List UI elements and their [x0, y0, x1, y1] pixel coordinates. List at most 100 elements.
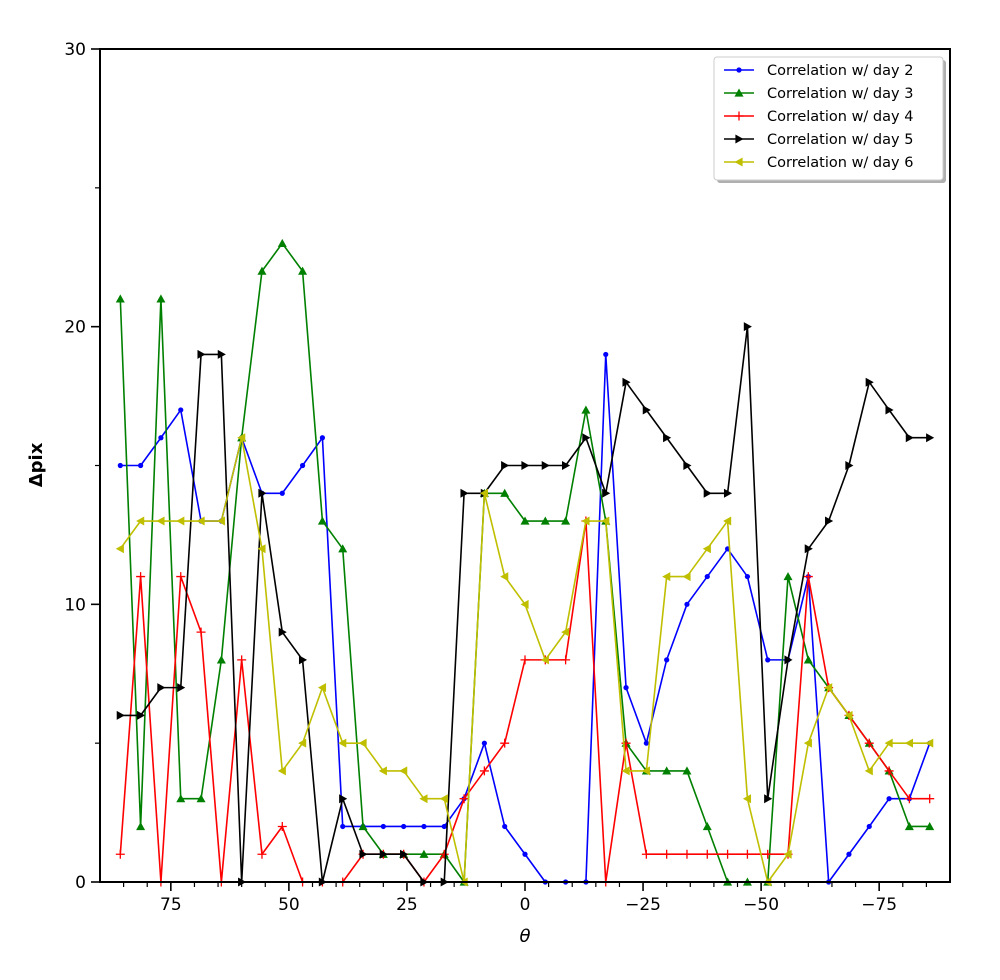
data-point: [803, 738, 812, 748]
data-point: [399, 766, 408, 776]
data-point: [664, 657, 670, 663]
data-point: [561, 516, 571, 525]
data-point: [138, 462, 144, 469]
series-1: [117, 351, 933, 885]
data-point: [765, 657, 771, 663]
x-tick-label: 75: [160, 895, 182, 915]
data-point: [500, 738, 510, 748]
data-point: [177, 683, 186, 693]
data-point: [905, 433, 914, 443]
data-point: [521, 461, 530, 470]
data-point: [622, 377, 631, 387]
data-point: [479, 766, 489, 776]
data-point: [925, 794, 935, 804]
data-point: [116, 710, 125, 720]
x-tick-label: 25: [396, 895, 418, 915]
data-point: [298, 738, 307, 748]
data-point: [763, 849, 773, 859]
y-tick-label: 30: [64, 40, 86, 60]
data-point: [744, 573, 751, 580]
data-point: [257, 266, 267, 275]
legend-box: [713, 56, 944, 181]
legend: Correlation w/ day 2 Correlation w/ day 3…: [713, 56, 946, 183]
data-point: [481, 740, 487, 746]
data-point: [702, 544, 711, 554]
data-point: [643, 740, 649, 746]
data-point: [459, 794, 469, 804]
data-point: [216, 516, 225, 526]
data-point: [642, 405, 651, 415]
ticks: 75 50 25 0 −25 −50 −75 0 10 20 30: [64, 40, 927, 915]
data-point: [581, 405, 591, 414]
data-point: [176, 572, 186, 582]
data-point: [196, 627, 206, 637]
x-tick-label: −75: [861, 895, 897, 915]
data-point: [683, 461, 692, 470]
data-point: [804, 544, 813, 554]
data-point: [338, 544, 348, 553]
data-point: [884, 766, 894, 776]
data-point: [764, 794, 773, 804]
series-line: [119, 242, 930, 883]
data-point: [603, 351, 609, 358]
data-point: [621, 766, 630, 776]
data-point: [561, 627, 570, 637]
data-point: [500, 488, 510, 497]
data-point: [602, 488, 611, 498]
data-point: [257, 849, 267, 859]
data-point: [803, 655, 813, 664]
data-point: [379, 849, 388, 859]
legend-label: Correlation w/ day 2: [767, 63, 913, 79]
data-point: [421, 823, 427, 830]
data-point: [723, 849, 733, 859]
data-point: [520, 599, 529, 609]
legend-swatch-marker: [734, 88, 744, 97]
data-point: [541, 461, 550, 470]
legend-item: Correlation w/ day 4: [724, 109, 913, 125]
y-tick-label: 10: [64, 595, 86, 615]
data-point: [338, 738, 347, 748]
data-point: [885, 405, 894, 415]
data-point: [137, 710, 146, 720]
data-point: [702, 849, 712, 859]
data-point: [581, 516, 590, 526]
data-point: [217, 349, 226, 359]
series-3: [115, 516, 935, 887]
data-point: [865, 377, 874, 387]
data-point: [663, 433, 672, 443]
data-point: [378, 766, 387, 776]
data-point: [703, 488, 712, 498]
data-point: [925, 821, 935, 831]
data-point: [742, 794, 752, 804]
data-point: [380, 823, 386, 830]
data-point: [641, 766, 650, 776]
data-point: [197, 349, 206, 359]
data-point: [803, 572, 813, 582]
data-point: [904, 738, 913, 748]
data-point: [866, 823, 872, 830]
data-point: [277, 238, 287, 247]
data-point: [926, 433, 935, 443]
legend-item: Correlation w/ day 6: [724, 155, 913, 171]
data-point: [904, 794, 914, 804]
data-point: [904, 821, 914, 831]
data-point: [520, 516, 530, 525]
data-point: [479, 488, 488, 498]
data-point: [176, 516, 185, 526]
x-tick-label: −25: [625, 895, 661, 915]
legend-swatch-marker: [734, 157, 743, 167]
data-point: [723, 516, 732, 526]
data-point: [682, 849, 692, 859]
legend-swatch-marker: [735, 134, 744, 144]
data-point: [115, 849, 125, 859]
data-point: [439, 794, 448, 804]
data-point: [279, 490, 285, 496]
series-5: [115, 433, 934, 887]
data-point: [298, 655, 308, 665]
data-point: [864, 738, 874, 748]
data-point: [662, 766, 672, 775]
data-point: [136, 516, 145, 526]
legend-item: Correlation w/ day 3: [724, 86, 913, 102]
data-point: [299, 462, 306, 469]
